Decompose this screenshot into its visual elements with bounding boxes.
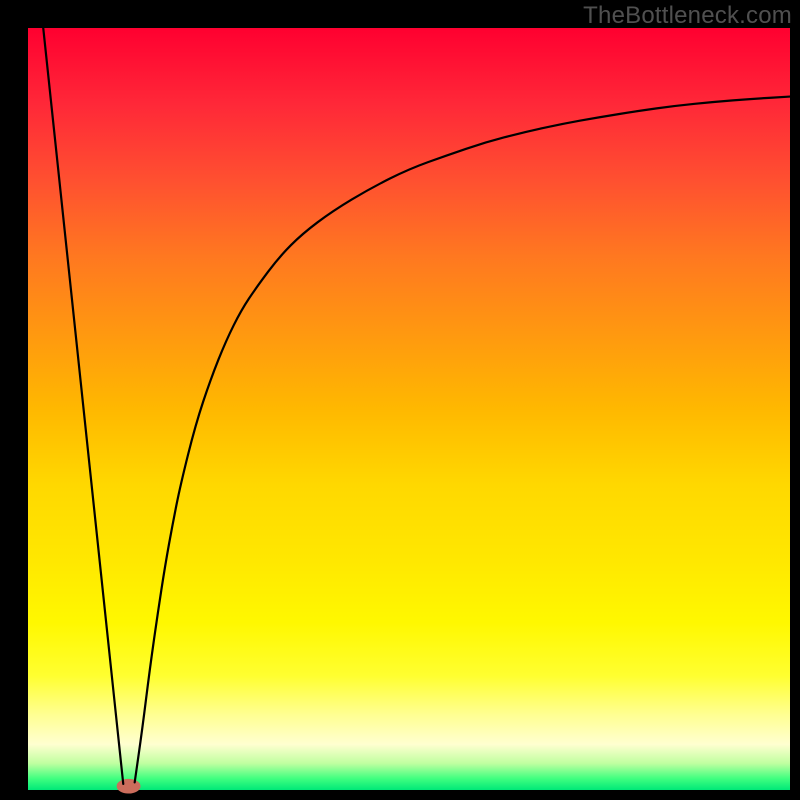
chart-container: TheBottleneck.com: [0, 0, 800, 800]
watermark-text: TheBottleneck.com: [583, 2, 792, 30]
dip-marker: [117, 779, 140, 793]
chart-svg: [0, 0, 800, 800]
plot-background: [28, 28, 790, 790]
